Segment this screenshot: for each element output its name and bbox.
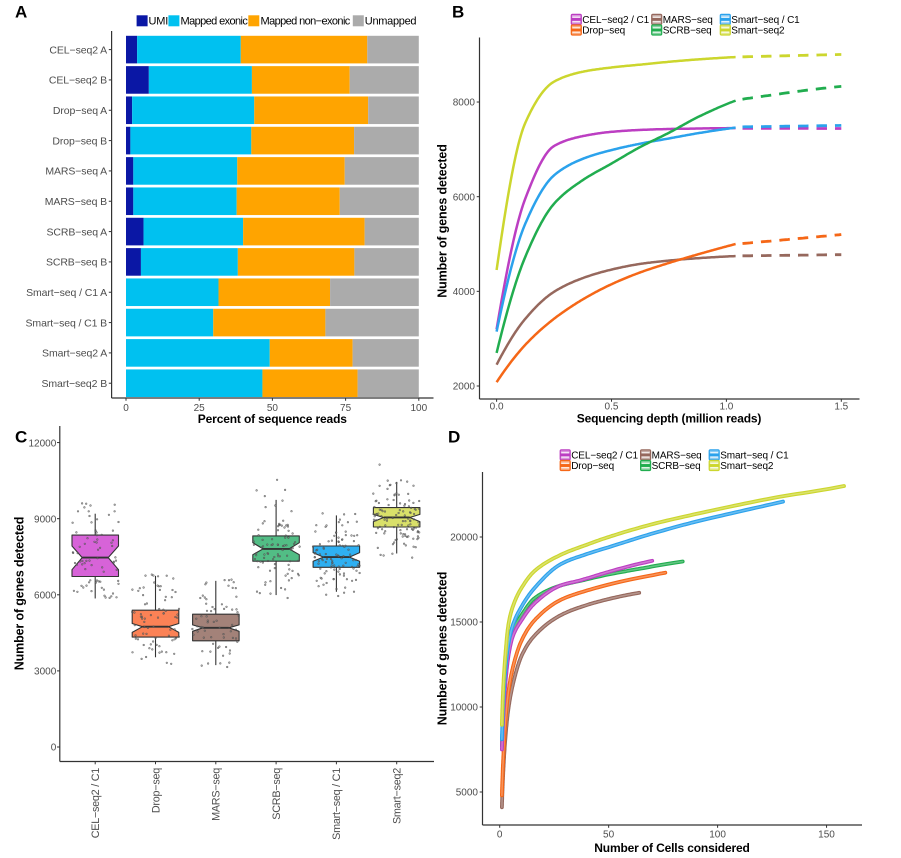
svg-text:1.0: 1.0 [719,402,733,413]
svg-text:100: 100 [709,830,726,841]
svg-text:0.5: 0.5 [605,402,619,413]
svg-text:CEL−seq2 B: CEL−seq2 B [49,75,107,87]
svg-text:CEL−seq2 / C1: CEL−seq2 / C1 [582,15,649,26]
svg-text:CEL−seq2 / C1: CEL−seq2 / C1 [90,768,102,839]
svg-text:15000: 15000 [450,618,478,629]
svg-text:1.5: 1.5 [834,402,848,413]
svg-text:0: 0 [123,403,129,414]
svg-text:100: 100 [410,403,427,414]
svg-text:Drop−seq A: Drop−seq A [53,105,107,117]
svg-text:50: 50 [267,403,279,414]
svg-text:Drop−seq: Drop−seq [150,768,162,813]
svg-text:9000: 9000 [34,514,57,525]
svg-text:Smart−seq2: Smart−seq2 [720,461,774,472]
svg-text:Unmapped: Unmapped [365,15,417,27]
svg-text:6000: 6000 [453,192,476,203]
svg-text:5000: 5000 [456,788,479,799]
svg-text:C: C [15,427,27,446]
svg-text:Smart−seq2: Smart−seq2 [392,768,404,824]
svg-text:A: A [15,3,27,22]
svg-text:6000: 6000 [34,591,57,602]
svg-text:Smart−seq / C1: Smart−seq / C1 [720,451,789,462]
svg-text:Number of genes detected: Number of genes detected [13,517,27,670]
svg-text:Smart−seq / C1 A: Smart−seq / C1 A [26,287,107,299]
svg-text:Number of genes detected: Number of genes detected [436,144,450,297]
svg-text:50: 50 [603,830,615,841]
svg-text:75: 75 [340,403,352,414]
svg-text:SCRB−seq A: SCRB−seq A [47,226,108,238]
svg-text:0.0: 0.0 [490,402,504,413]
svg-text:MARS−seq B: MARS−seq B [45,196,107,208]
svg-text:MARS−seq A: MARS−seq A [45,166,107,178]
svg-text:150: 150 [818,830,835,841]
svg-text:25: 25 [194,403,206,414]
svg-text:Smart−seq2: Smart−seq2 [731,26,785,37]
svg-text:Percent of sequence reads: Percent of sequence reads [198,412,347,426]
svg-text:Smart−seq / C1: Smart−seq / C1 [331,768,343,840]
svg-text:B: B [452,3,464,22]
svg-text:20000: 20000 [450,533,478,544]
svg-text:4000: 4000 [453,287,476,298]
svg-text:SCRB−seq: SCRB−seq [663,26,712,37]
svg-text:D: D [448,427,460,446]
svg-text:Number of genes detected: Number of genes detected [436,572,450,725]
svg-text:Drop−seq: Drop−seq [582,26,625,37]
svg-text:SCRB−seq: SCRB−seq [271,768,283,820]
svg-text:8000: 8000 [453,98,476,109]
svg-text:SCRB−seq: SCRB−seq [652,461,701,472]
svg-text:2000: 2000 [453,382,476,393]
svg-text:Smart−seq2 A: Smart−seq2 A [42,348,107,360]
svg-text:Drop−seq B: Drop−seq B [52,135,107,147]
svg-text:3000: 3000 [34,667,57,678]
svg-text:MARS−seq: MARS−seq [663,15,713,26]
svg-text:Sequencing depth (million read: Sequencing depth (million reads) [577,412,762,426]
svg-text:Mapped non−exonic: Mapped non−exonic [261,15,351,27]
svg-text:MARS−seq: MARS−seq [211,768,223,821]
svg-text:Number of Cells considered: Number of Cells considered [594,841,749,855]
svg-text:Drop−seq: Drop−seq [571,461,614,472]
svg-text:10000: 10000 [450,703,478,714]
svg-text:0: 0 [497,830,503,841]
svg-text:Smart−seq2 B: Smart−seq2 B [41,378,107,390]
svg-text:UMI: UMI [149,15,169,27]
svg-text:Mapped exonic: Mapped exonic [181,15,249,27]
svg-text:0: 0 [51,743,57,754]
svg-text:MARS−seq: MARS−seq [652,451,702,462]
svg-text:12000: 12000 [28,438,56,449]
svg-text:Smart−seq / C1 B: Smart−seq / C1 B [26,317,108,329]
svg-text:SCRB−seq B: SCRB−seq B [46,257,107,269]
svg-text:CEL−seq2 A: CEL−seq2 A [49,44,107,56]
svg-text:Smart−seq / C1: Smart−seq / C1 [731,15,800,26]
svg-text:CEL−seq2 / C1: CEL−seq2 / C1 [571,451,638,462]
